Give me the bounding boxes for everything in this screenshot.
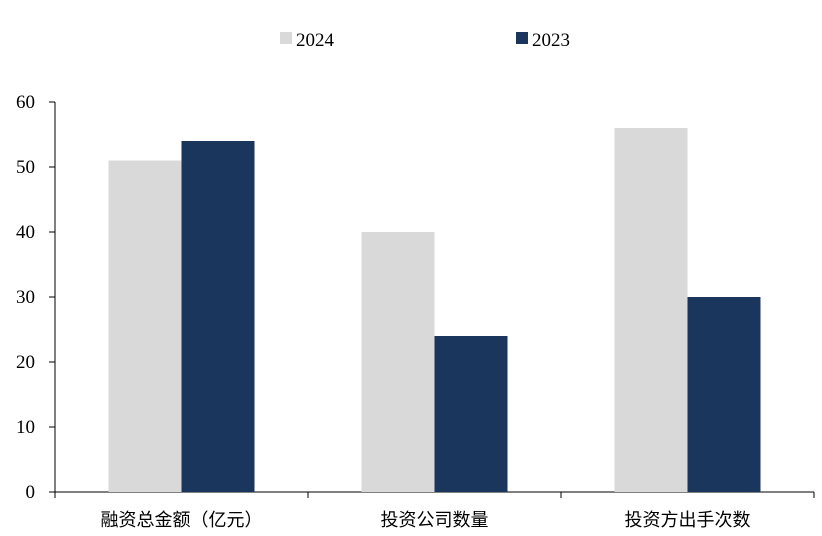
category-label: 融资总金额（亿元） <box>101 510 263 531</box>
category-label: 投资公司数量 <box>381 510 489 531</box>
bar-2023-2 <box>434 336 508 492</box>
bar-2024-3 <box>614 128 688 492</box>
legend: 2024 2023 <box>280 30 570 51</box>
y-tick-label: 30 <box>16 287 35 308</box>
y-tick-label: 60 <box>16 92 35 113</box>
y-tick-label: 50 <box>16 157 35 178</box>
legend-swatch-2023 <box>516 32 528 44</box>
bar-2023-1 <box>181 141 255 492</box>
x-axis: 融资总金额（亿元） 投资公司数量 投资方出手次数 <box>54 491 815 531</box>
bars <box>108 128 761 492</box>
bar-2023-3 <box>687 297 761 492</box>
bar-2024-1 <box>108 160 182 492</box>
legend-swatch-2024 <box>280 32 292 44</box>
y-tick-label: 10 <box>16 417 35 438</box>
y-tick-label: 20 <box>16 352 35 373</box>
legend-label-2024: 2024 <box>296 30 335 51</box>
category-label: 投资方出手次数 <box>625 510 751 531</box>
y-axis: 0 10 20 30 40 50 60 <box>16 92 56 503</box>
legend-label-2023: 2023 <box>532 30 570 51</box>
y-tick-label: 40 <box>16 222 35 243</box>
bar-2024-2 <box>361 232 435 492</box>
y-tick-label: 0 <box>26 482 36 503</box>
